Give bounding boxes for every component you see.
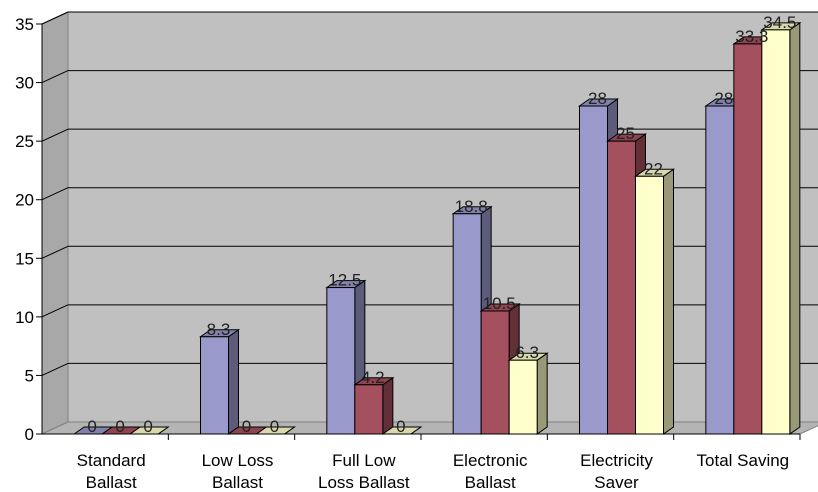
- category-label-line: Low Loss: [202, 451, 274, 470]
- data-label: 8.3: [207, 320, 231, 339]
- bar-side: [228, 328, 239, 435]
- gridline-diag: [41, 11, 69, 25]
- bar: [579, 105, 608, 435]
- bar: [200, 336, 229, 435]
- bar-top: [381, 426, 423, 435]
- data-label: 0: [115, 417, 124, 436]
- bar: [480, 310, 510, 435]
- data-label: 34.5: [763, 13, 796, 32]
- bar: [733, 43, 763, 435]
- axes: [36, 23, 801, 440]
- data-label: 0: [270, 417, 279, 436]
- data-label: 0: [242, 417, 251, 436]
- bar-side: [663, 168, 674, 435]
- gridline-diag: [41, 187, 69, 201]
- y-tick-label: 30: [15, 74, 34, 93]
- gridlines: [41, 11, 818, 376]
- gridline-diag: [41, 128, 69, 142]
- category-labels: Standard Ballast Low Loss Ballast Full Low Lo…: [77, 451, 789, 492]
- data-label: 0: [87, 417, 96, 436]
- category-label-line: Electricity: [580, 451, 653, 470]
- bar: [705, 105, 735, 435]
- bars: [72, 21, 802, 435]
- data-label: 33.3: [735, 27, 768, 46]
- y-tick-label: 35: [15, 15, 34, 34]
- data-label: 12.5: [328, 271, 361, 290]
- category-label-line: Ballast: [212, 473, 263, 492]
- data-label: 10.5: [483, 294, 516, 313]
- bar: [354, 384, 384, 435]
- y-tick-labels: 0 5 10 15 20 25 30 35: [15, 15, 34, 444]
- data-label: 0: [143, 417, 152, 436]
- y-tick-label: 5: [25, 366, 34, 385]
- category-label-line: Total Saving: [697, 451, 790, 470]
- bar: [761, 29, 791, 435]
- category-label: Electricity Saver: [580, 451, 653, 492]
- category-label: Full Low Loss Ballast: [318, 451, 410, 492]
- category-label-line: Electronic: [453, 451, 528, 470]
- bar-top: [254, 426, 297, 435]
- data-labels: 0 0 08.30 012.54.2018.810.56.32825222833.33…: [87, 13, 796, 436]
- data-label: 6.3: [515, 343, 539, 362]
- bar: [607, 140, 636, 435]
- category-label-line: Full Low: [332, 451, 396, 470]
- chart-back-wall: [41, 11, 818, 435]
- category-label-line: Ballast: [86, 473, 137, 492]
- gridline-diag: [41, 362, 69, 376]
- gridline-diag: [41, 245, 69, 259]
- data-label: 22: [644, 159, 663, 178]
- category-label-line: Standard: [77, 451, 146, 470]
- category-label-line: Saver: [594, 473, 639, 492]
- category-label: Standard Ballast: [77, 451, 146, 492]
- bar: [326, 287, 356, 435]
- data-label: 18.8: [455, 197, 488, 216]
- bar: [452, 213, 482, 435]
- y-tick-label: 15: [15, 249, 34, 268]
- category-label-line: Ballast: [465, 473, 516, 492]
- bar-side: [536, 352, 548, 435]
- y-tick-label: 0: [25, 425, 34, 444]
- y-tick-label: 25: [15, 132, 34, 151]
- gridline-diag: [41, 304, 69, 318]
- data-label: 28: [714, 89, 733, 108]
- bar: [635, 175, 664, 435]
- y-tick-label: 10: [15, 308, 34, 327]
- category-label: Total Saving: [697, 451, 790, 470]
- data-label: 25: [616, 124, 635, 143]
- category-label-line: Loss Ballast: [318, 473, 410, 492]
- side-wall: [41, 11, 69, 435]
- bar-side: [789, 21, 801, 435]
- category-label: Electronic Ballast: [453, 451, 528, 492]
- gridline-diag: [41, 70, 69, 84]
- bar: [508, 359, 538, 435]
- y-tick-label: 20: [15, 191, 34, 210]
- bar-top: [128, 426, 170, 435]
- data-label: 0: [396, 417, 405, 436]
- data-label: 4.2: [361, 368, 385, 387]
- data-label: 28: [588, 89, 607, 108]
- category-label: Low Loss Ballast: [202, 451, 274, 492]
